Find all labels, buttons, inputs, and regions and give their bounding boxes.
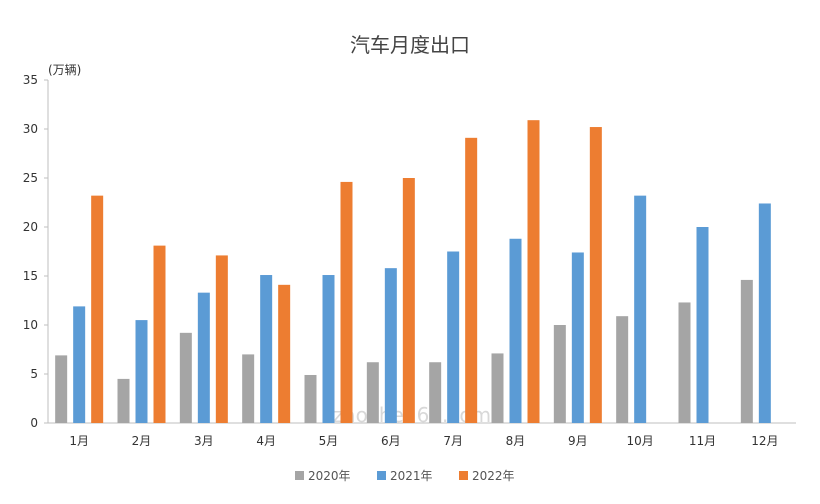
- bar: [571, 252, 584, 423]
- bar: [491, 353, 504, 423]
- y-tick-label: 15: [23, 269, 38, 283]
- y-tick-label: 10: [23, 318, 38, 332]
- legend: 2020年 2021年 2022年: [295, 469, 515, 483]
- bar: [153, 245, 166, 423]
- x-tick-label: 10月: [627, 434, 654, 448]
- bars: [55, 120, 771, 424]
- y-tick-label: 0: [30, 416, 38, 430]
- bar: [527, 120, 540, 424]
- bar: [616, 316, 629, 423]
- bar: [73, 306, 86, 423]
- bar: [384, 268, 397, 423]
- bar: [553, 325, 566, 423]
- bar: [429, 362, 442, 423]
- bar: [179, 332, 192, 423]
- bar: [117, 378, 130, 423]
- chart-title: 汽车月度出口: [350, 33, 470, 57]
- y-tick-label: 20: [23, 220, 38, 234]
- bar: [197, 292, 210, 423]
- x-tick-label: 12月: [751, 434, 778, 448]
- legend-swatch: [459, 471, 468, 480]
- x-axis: 1月 2月 3月 4月 5月 6月 7月 8月 9月 10月 11月 12月: [48, 422, 796, 448]
- bar: [589, 127, 602, 423]
- x-tick-label: 9月: [568, 434, 588, 448]
- bar: [322, 275, 335, 423]
- y-tick-label: 35: [23, 73, 38, 87]
- bar: [304, 374, 317, 423]
- legend-swatch: [295, 471, 304, 480]
- bar: [215, 255, 228, 423]
- bar: [260, 275, 273, 423]
- legend-label: 2022年: [472, 469, 515, 483]
- x-tick-label: 4月: [256, 434, 276, 448]
- bar: [340, 181, 353, 423]
- x-tick-label: 11月: [689, 434, 716, 448]
- legend-label: 2021年: [390, 469, 433, 483]
- bar: [509, 238, 522, 423]
- bar: [278, 284, 291, 423]
- y-tick-label: 25: [23, 171, 38, 185]
- bar: [55, 355, 68, 423]
- y-axis: 0 5 10 15 20 25 30 35: [23, 73, 49, 430]
- bar: [91, 195, 104, 423]
- bar: [402, 178, 415, 423]
- y-axis-unit-label: (万辆): [48, 63, 81, 77]
- y-tick-label: 5: [30, 367, 38, 381]
- x-tick-label: 6月: [381, 434, 401, 448]
- bar: [447, 251, 460, 423]
- legend-label: 2020年: [308, 469, 351, 483]
- bar: [740, 279, 753, 423]
- bar: [242, 354, 255, 423]
- x-tick-label: 1月: [69, 434, 89, 448]
- bar: [465, 137, 478, 423]
- x-tick-label: 8月: [506, 434, 526, 448]
- x-tick-label: 3月: [194, 434, 214, 448]
- y-tick-label: 30: [23, 122, 38, 136]
- x-tick-label: 2月: [132, 434, 152, 448]
- legend-swatch: [377, 471, 386, 480]
- x-tick-label: 7月: [443, 434, 463, 448]
- bar: [678, 302, 691, 423]
- bar: [634, 195, 647, 423]
- bar: [758, 203, 771, 423]
- bar: [135, 320, 148, 423]
- x-tick-label: 5月: [319, 434, 339, 448]
- bar: [366, 362, 379, 423]
- bar: [696, 227, 709, 423]
